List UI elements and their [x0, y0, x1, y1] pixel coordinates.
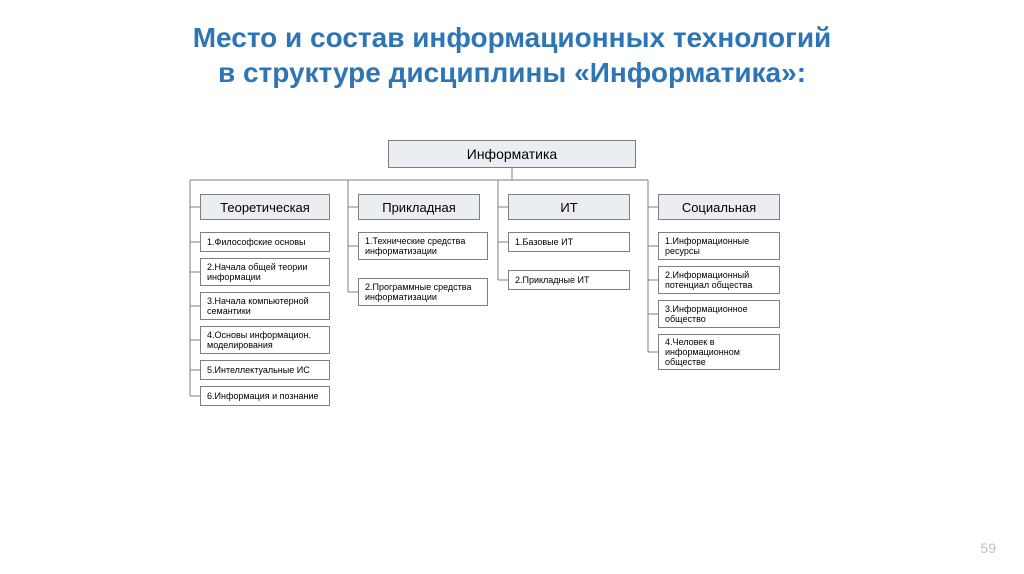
leaf-node: 4.Основы информацион. моделирования — [200, 326, 330, 354]
leaf-node: 2.Прикладные ИТ — [508, 270, 630, 290]
category-node: Социальная — [658, 194, 780, 220]
leaf-node: 1.Технические средства информатизации — [358, 232, 488, 260]
leaf-node: 1.Базовые ИТ — [508, 232, 630, 252]
leaf-node: 2.Программные средства информатизации — [358, 278, 488, 306]
leaf-node: 3.Информационное общество — [658, 300, 780, 328]
leaf-node: 2.Информационный потенциал общества — [658, 266, 780, 294]
leaf-node: 1.Информационные ресурсы — [658, 232, 780, 260]
leaf-node: 3.Начала компьютерной семантики — [200, 292, 330, 320]
leaf-node: 4.Человек в информационном обществе — [658, 334, 780, 370]
org-diagram: Информатика Теоретическая 1.Философские ос… — [0, 0, 1024, 574]
leaf-node: 2.Начала общей теории информации — [200, 258, 330, 286]
root-node: Информатика — [388, 140, 636, 168]
page-number: 59 — [980, 540, 996, 556]
category-node: ИТ — [508, 194, 630, 220]
category-node: Прикладная — [358, 194, 480, 220]
leaf-node: 1.Философские основы — [200, 232, 330, 252]
leaf-node: 5.Интеллектуальные ИС — [200, 360, 330, 380]
leaf-node: 6.Информация и познание — [200, 386, 330, 406]
category-node: Теоретическая — [200, 194, 330, 220]
